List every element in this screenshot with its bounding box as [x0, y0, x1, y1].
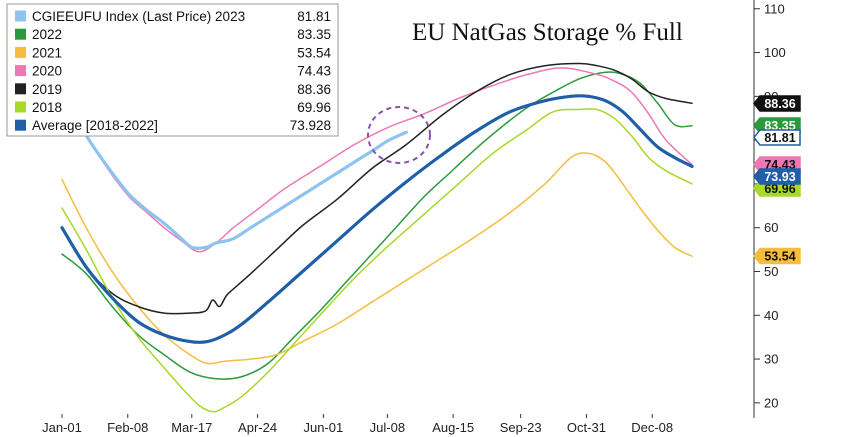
legend-label: 2020 [32, 64, 62, 79]
x-tick-label: Dec-08 [631, 420, 673, 435]
y-axis: 2030405060708090100110 [753, 0, 786, 418]
x-tick-label: Apr-24 [238, 420, 277, 435]
badge-shape [753, 129, 801, 146]
plot-area [60, 62, 694, 413]
badge-2019: 88.36 [753, 95, 801, 112]
legend-value: 81.81 [297, 9, 331, 24]
legend-label: 2018 [32, 100, 62, 115]
x-tick-label: Mar-17 [171, 420, 212, 435]
legend-value: 74.43 [297, 64, 331, 79]
series-line-average-2018-2022 [60, 94, 694, 345]
y-tick-label: 100 [764, 45, 786, 60]
badge-2021: 53.54 [753, 247, 801, 265]
x-tick-label: Sep-23 [500, 420, 542, 435]
legend-swatch-average-2018-2022 [15, 119, 26, 131]
x-tick-label: Jan-01 [42, 420, 82, 435]
badge-value: 81.81 [764, 131, 795, 145]
highlight-ellipse [367, 106, 431, 164]
legend-swatch-cgieeufu-index-last-price-2023 [15, 10, 26, 22]
series-line-2019 [61, 62, 693, 315]
badge-shape [753, 247, 801, 265]
y-tick-label: 20 [764, 395, 778, 410]
annotation-layer [367, 106, 431, 164]
legend-value: 69.96 [297, 100, 331, 115]
y-tick-label: 30 [764, 352, 778, 367]
badge-shape [753, 95, 801, 112]
y-tick-label: 60 [764, 220, 778, 235]
legend-box [6, 3, 339, 137]
legend-value: 73.928 [290, 118, 331, 133]
legend-label: 2021 [32, 45, 62, 60]
badge-shape [753, 168, 801, 185]
legend-label: Average [2018-2022] [32, 118, 158, 133]
legend: CGIEEUFU Index (Last Price) 2023 81.81 202… [6, 3, 339, 137]
legend-swatch-2018 [15, 101, 26, 113]
badge-value: 73.93 [764, 170, 795, 184]
x-tick-label: Jul-08 [370, 420, 405, 435]
series-line-2020 [80, 67, 693, 253]
badge-value: 69.96 [764, 182, 795, 196]
legend-label: 2022 [32, 27, 62, 42]
series-line-2018 [61, 107, 693, 413]
legend-swatch-2021 [15, 46, 26, 58]
y-tick-label: 40 [764, 308, 778, 323]
x-tick-label: Feb-08 [107, 420, 148, 435]
x-tick-label: Jun-01 [303, 420, 343, 435]
badge-average-2018-2022: 73.93 [753, 168, 801, 185]
legend-label: CGIEEUFU Index (Last Price) 2023 [32, 9, 245, 24]
series-line-2022 [61, 71, 693, 380]
legend-swatch-2020 [15, 65, 26, 77]
series-line-cgieeufu-index-last-price-2023 [79, 125, 408, 250]
legend-value: 88.36 [297, 82, 331, 97]
legend-swatch-2019 [15, 83, 26, 95]
x-tick-label: Aug-15 [432, 420, 474, 435]
badge-cgieeufu-index-last-price-2023: 81.81 [753, 129, 801, 146]
legend-swatch-2022 [15, 28, 26, 40]
y-tick-label: 50 [764, 264, 778, 279]
x-tick-label: Oct-31 [567, 420, 606, 435]
badge-value: 88.36 [764, 97, 795, 111]
badge-value: 53.54 [764, 249, 795, 263]
x-axis: Jan-01 Feb-08 Mar-17 Apr-24 Jun-01 Jul-08 Aug-… [42, 414, 673, 435]
y-tick-label: 110 [764, 1, 785, 16]
legend-value: 83.35 [297, 27, 331, 42]
chart-title: EU NatGas Storage % Full [412, 19, 683, 46]
legend-label: 2019 [32, 82, 62, 97]
legend-value: 53.54 [297, 45, 331, 60]
